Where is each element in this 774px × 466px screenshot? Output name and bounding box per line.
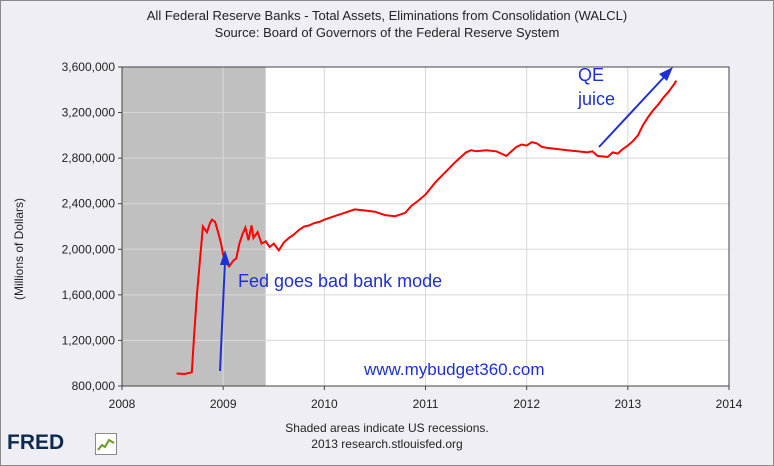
y-tick-label: 2,400,000: [62, 197, 116, 211]
annotation-fed-bad-bank: Fed goes bad bank mode: [238, 271, 442, 291]
grid: [122, 67, 729, 386]
x-tick-label: 2013: [614, 397, 641, 411]
y-axis: 800,000 1,200,000 1,600,000 2,000,000 2,400,…: [62, 60, 122, 393]
series-line: [176, 80, 678, 376]
footer-source: 2013 research.stlouisfed.org: [311, 437, 463, 451]
annotation-arrowhead-fed: [220, 250, 230, 265]
footer-recession-note: Shaded areas indicate US recessions.: [285, 421, 489, 435]
fred-chart-icon: [95, 433, 117, 455]
y-tick-label: 800,000: [72, 379, 116, 393]
x-tick-label: 2011: [413, 397, 439, 411]
annotation-arrowhead-qe: [659, 67, 673, 81]
y-tick-label: 2,800,000: [62, 151, 116, 165]
annotation-arrow-qe: [598, 74, 667, 148]
x-tick-label: 2010: [311, 397, 338, 411]
chart-title: All Federal Reserve Banks - Total Assets…: [146, 8, 628, 23]
x-tick-label: 2008: [109, 397, 136, 411]
y-tick-label: 1,200,000: [62, 333, 116, 347]
x-tick-label: 2014: [716, 397, 743, 411]
annotation-juice: juice: [577, 89, 615, 109]
annotation-qe: QE: [578, 65, 604, 85]
y-tick-label: 3,200,000: [62, 106, 116, 120]
annotation-arrow-fed: [219, 260, 226, 372]
x-axis: 2008 2009 2010 2011 2012 2013 2014: [109, 386, 743, 411]
fred-logo: FRED: [7, 431, 65, 454]
y-tick-label: 1,600,000: [62, 288, 116, 302]
chart-subtitle: Source: Board of Governors of the Federa…: [214, 25, 560, 40]
y-tick-label: 2,000,000: [62, 242, 116, 256]
y-axis-label: (Millions of Dollars): [12, 198, 26, 300]
annotation-watermark: www.mybudget360.com: [363, 360, 544, 379]
y-tick-label: 3,600,000: [62, 60, 116, 74]
x-tick-label: 2009: [210, 397, 237, 411]
x-tick-label: 2012: [513, 397, 540, 411]
